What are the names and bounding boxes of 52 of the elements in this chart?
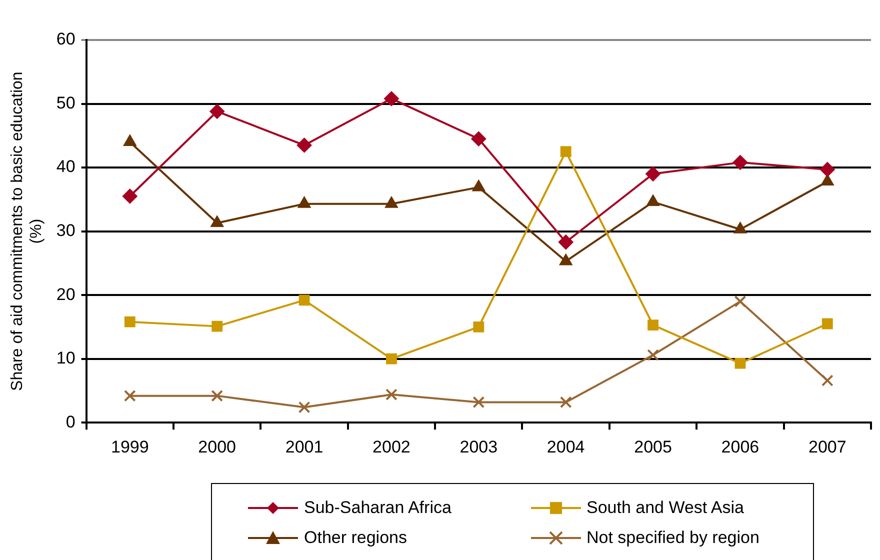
x-tick-label: 1999 [110,437,149,456]
point [560,146,572,158]
point [386,353,397,364]
x-tick-label: 2002 [372,437,410,456]
point [210,104,225,119]
legend-label: South and West Asia [586,498,744,518]
point [734,358,746,369]
x-tick-label: 2004 [546,437,585,456]
point [558,234,574,250]
point [296,138,312,153]
y-tick-label: 0 [66,412,76,432]
y-tick-label: 10 [56,348,76,368]
point [734,295,746,308]
point [822,318,833,330]
point [646,166,661,182]
y-tick-label: 50 [56,93,76,112]
point [386,388,398,400]
point [472,396,485,408]
x-tick-label: 2005 [634,437,672,456]
point [384,91,399,106]
point [298,401,310,414]
point [124,316,136,328]
point [298,294,310,306]
legend-label: Other regions [304,528,407,548]
point [123,134,136,146]
legend-label: Not specified by region [586,528,760,548]
point [471,131,486,146]
y-tick-label: 30 [56,220,76,240]
point [122,188,138,204]
point [472,180,486,192]
point [210,216,224,228]
point [821,374,834,386]
legend-label: Sub-Saharan Africa [304,498,452,518]
x-tick-label: 2000 [198,437,236,456]
y-tick-label: 40 [56,157,76,176]
x-tick-label: 2007 [808,437,846,456]
point [648,320,658,330]
point [211,390,224,402]
y-tick-label: 20 [56,284,76,304]
point [473,322,484,332]
x-tick-label: 2006 [721,437,760,456]
point [732,154,748,170]
y-tick-label: 60 [56,30,76,49]
point [560,396,572,408]
point [212,320,223,332]
y-axis-title: Share of aid commitments to basic education (%) [9,72,46,391]
point [820,174,834,186]
x-tick-label: 2001 [285,437,324,456]
point [124,390,136,402]
point [647,349,659,361]
x-tick-label: 2003 [460,437,498,456]
point [820,162,835,177]
